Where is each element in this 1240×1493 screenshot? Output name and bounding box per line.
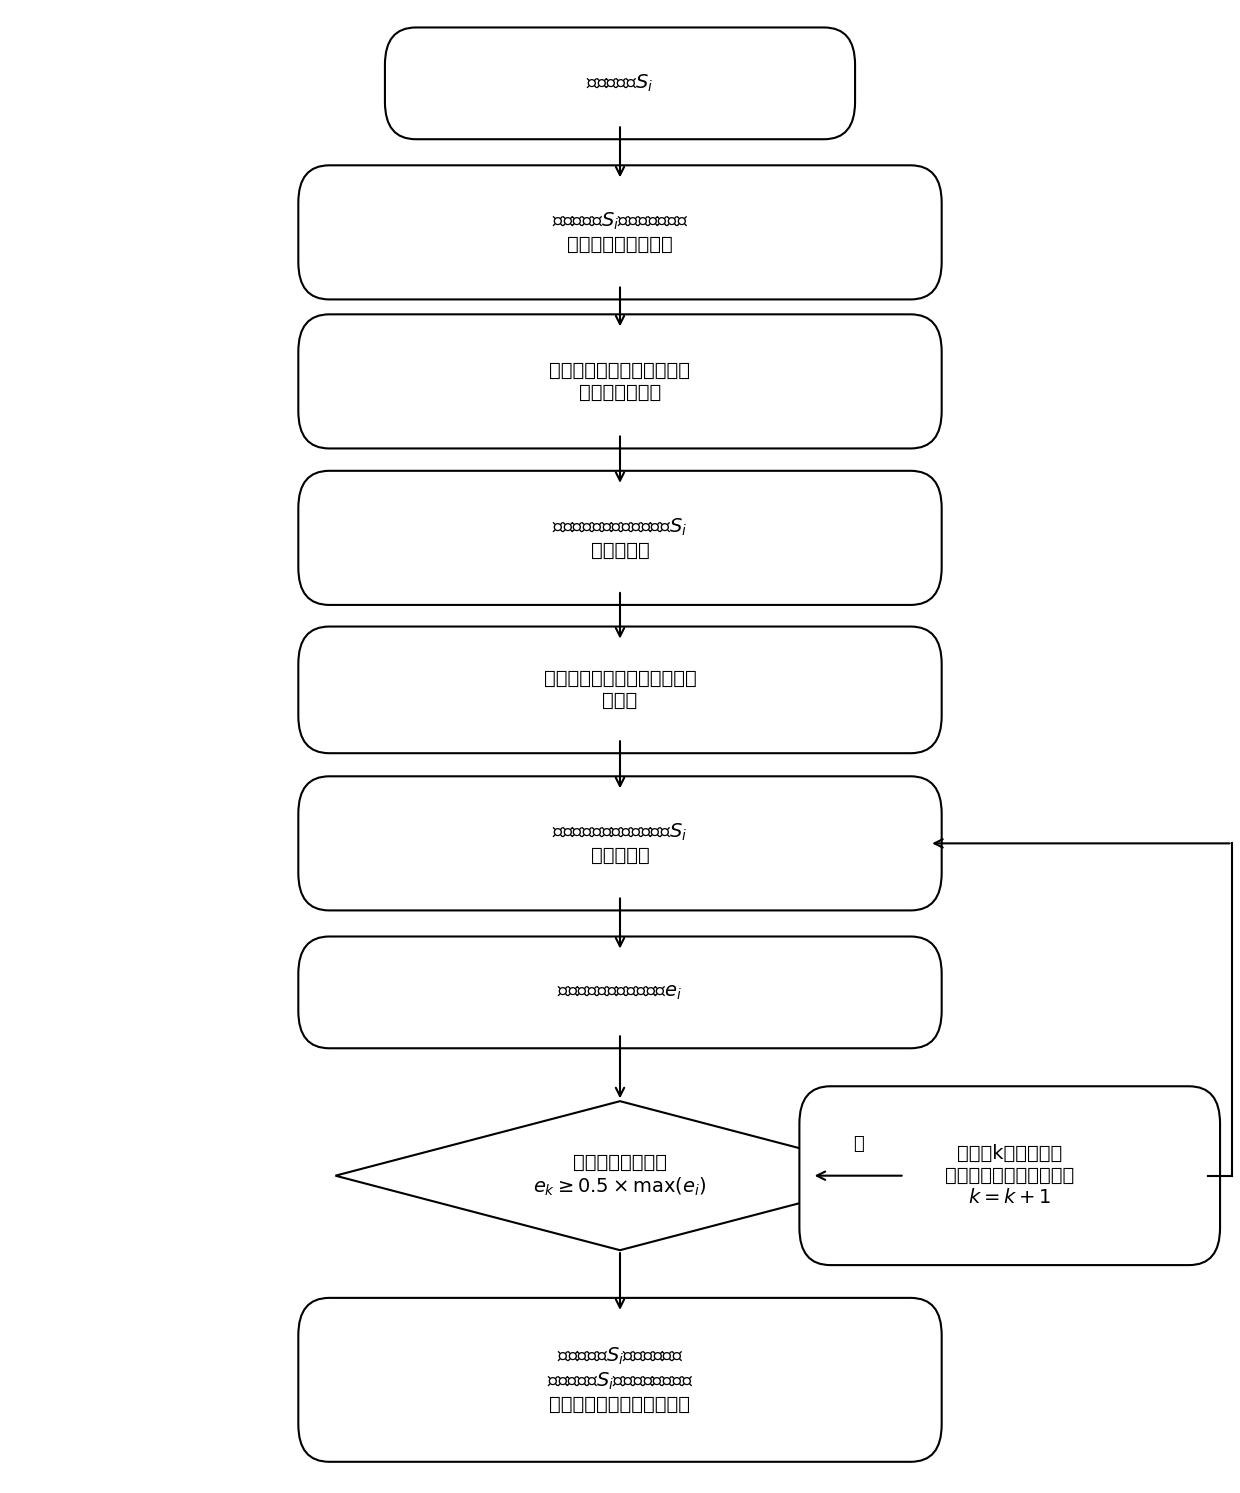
Polygon shape	[336, 1102, 904, 1250]
FancyBboxPatch shape	[299, 470, 941, 605]
FancyBboxPatch shape	[299, 315, 941, 448]
FancyBboxPatch shape	[299, 776, 941, 911]
Text: 排除第k条方位线，
更新有效方位线集合，置
$k=k+1$: 排除第k条方位线， 更新有效方位线集合，置 $k=k+1$	[945, 1144, 1074, 1208]
FancyBboxPatch shape	[299, 1297, 941, 1462]
Text: 是否存在测向误差
$e_k\geq0.5\times\max(e_i)$: 是否存在测向误差 $e_k\geq0.5\times\max(e_i)$	[533, 1153, 707, 1197]
Text: 输出信号源$S_i$的最优位置；
标注信号源$S_i$的最优选站方案：
有效方位线所对应的测向站: 输出信号源$S_i$的最优位置； 标注信号源$S_i$的最优选站方案： 有效方位…	[547, 1347, 693, 1414]
FancyBboxPatch shape	[299, 936, 941, 1048]
FancyBboxPatch shape	[800, 1087, 1220, 1265]
Text: 信赖域算法迭代计算信号源$S_i$
的最优位置: 信赖域算法迭代计算信号源$S_i$ 的最优位置	[552, 821, 688, 864]
FancyBboxPatch shape	[299, 166, 941, 300]
Text: 建立最小二乘位置估计的最优
化模型: 建立最小二乘位置估计的最优 化模型	[543, 669, 697, 711]
Text: 输入信号源$S_i$: 输入信号源$S_i$	[587, 73, 653, 94]
Text: 计算各测向站的测量误差$e_i$: 计算各测向站的测量误差$e_i$	[557, 982, 683, 1002]
FancyBboxPatch shape	[299, 627, 941, 752]
Text: 统计各站的测向误差均值，
校正测量方位角: 统计各站的测向误差均值， 校正测量方位角	[549, 361, 691, 402]
Text: 是: 是	[853, 1135, 863, 1153]
Text: 排除信号源$S_i$的劣质方位线，
得到有效方位线集合: 排除信号源$S_i$的劣质方位线， 得到有效方位线集合	[552, 211, 688, 254]
Text: 三角形定位法则计算信号源$S_i$
的大概位置: 三角形定位法则计算信号源$S_i$ 的大概位置	[552, 517, 688, 560]
FancyBboxPatch shape	[384, 27, 856, 139]
